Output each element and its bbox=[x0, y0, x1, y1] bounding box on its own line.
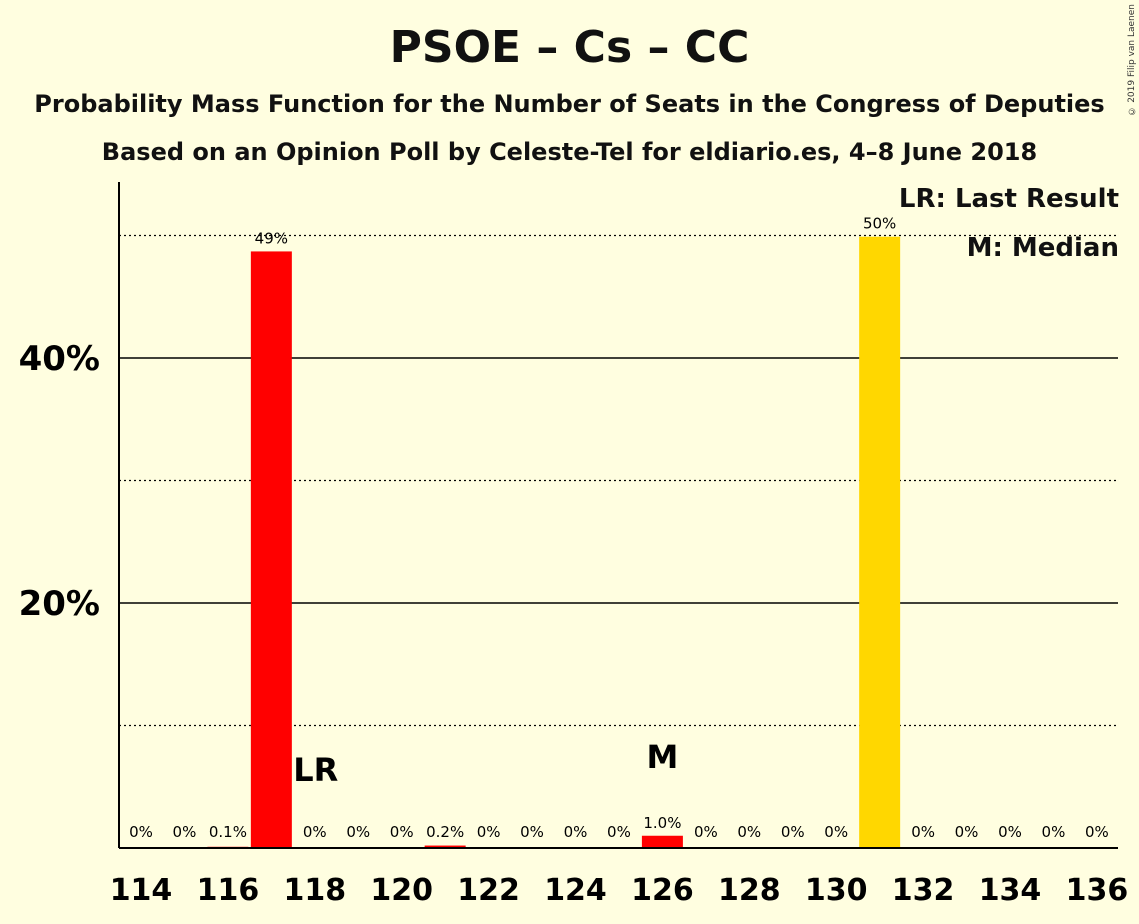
x-tick-label-130: 130 bbox=[805, 873, 868, 908]
data-label-seat-114: 0% bbox=[129, 823, 153, 841]
data-label-seat-121: 0.2% bbox=[426, 823, 464, 841]
data-label-seat-123: 0% bbox=[520, 823, 544, 841]
bar-gap-117 bbox=[248, 211, 251, 251]
data-label-seat-135: 0% bbox=[1042, 823, 1066, 841]
x-tick-label-120: 120 bbox=[370, 873, 433, 908]
y-tick-label-20: 20% bbox=[19, 584, 100, 624]
data-label-seat-127: 0% bbox=[694, 823, 718, 841]
data-label-seat-116: 0.1% bbox=[209, 823, 247, 841]
last-result-marker: LR bbox=[293, 751, 338, 789]
data-label-seat-125: 0% bbox=[607, 823, 631, 841]
legend-median: M: Median bbox=[966, 233, 1119, 263]
x-tick-label-116: 116 bbox=[197, 873, 260, 908]
data-label-seat-122: 0% bbox=[477, 823, 501, 841]
chart-subtitle: Probability Mass Function for the Number… bbox=[34, 90, 1105, 118]
data-label-seat-119: 0% bbox=[346, 823, 370, 841]
data-label-seat-128: 0% bbox=[737, 823, 761, 841]
data-labels: 0% 0% 0.1% 49% 0% 0% 0% 0.2% 0% 0% 0% 0% 1.0% 0% 0% 0% 0… bbox=[129, 215, 1109, 841]
y-tick-labels: 20% 40% bbox=[19, 339, 100, 624]
x-tick-label-128: 128 bbox=[718, 873, 781, 908]
data-label-seat-130: 0% bbox=[824, 823, 848, 841]
data-label-seat-126: 1.0% bbox=[643, 814, 681, 832]
data-label-seat-133: 0% bbox=[955, 823, 979, 841]
x-tick-labels: 114 116 118 120 122 124 126 128 130 132 134 136 bbox=[110, 873, 1129, 908]
data-label-seat-117: 49% bbox=[255, 229, 288, 247]
bars bbox=[207, 211, 901, 849]
data-label-seat-132: 0% bbox=[911, 823, 935, 841]
x-tick-label-118: 118 bbox=[283, 873, 346, 908]
data-label-seat-131: 50% bbox=[863, 215, 896, 233]
x-tick-label-132: 132 bbox=[892, 873, 955, 908]
chart-source: Based on an Opinion Poll by Celeste-Tel … bbox=[101, 138, 1038, 166]
data-label-seat-118: 0% bbox=[303, 823, 327, 841]
markers: LR M bbox=[293, 738, 678, 789]
x-tick-label-114: 114 bbox=[110, 873, 173, 908]
data-label-seat-124: 0% bbox=[564, 823, 588, 841]
legend-last-result: LR: Last Result bbox=[898, 184, 1119, 214]
x-tick-label-126: 126 bbox=[631, 873, 694, 908]
x-tick-label-122: 122 bbox=[457, 873, 520, 908]
bar-gap-131 bbox=[856, 211, 859, 237]
chart-title: PSOE – Cs – CC bbox=[389, 22, 750, 73]
data-label-seat-136: 0% bbox=[1085, 823, 1109, 841]
y-tick-label-40: 40% bbox=[19, 339, 100, 379]
x-tick-label-134: 134 bbox=[979, 873, 1042, 908]
x-tick-label-136: 136 bbox=[1066, 873, 1129, 908]
data-label-seat-120: 0% bbox=[390, 823, 414, 841]
bar-seat-121 bbox=[424, 845, 466, 848]
data-label-seat-129: 0% bbox=[781, 823, 805, 841]
median-marker: M bbox=[646, 738, 678, 776]
data-label-seat-134: 0% bbox=[998, 823, 1022, 841]
bar-seat-131 bbox=[859, 236, 901, 849]
data-label-seat-115: 0% bbox=[173, 823, 197, 841]
bar-seat-117 bbox=[250, 251, 292, 849]
x-tick-label-124: 124 bbox=[544, 873, 607, 908]
bar-seat-126 bbox=[641, 835, 683, 848]
